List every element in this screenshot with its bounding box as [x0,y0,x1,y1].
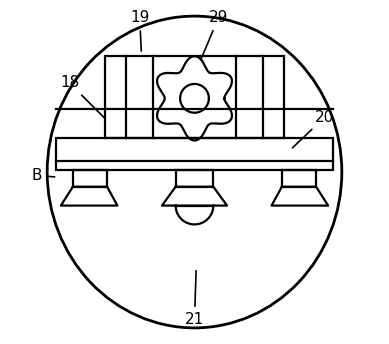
Text: 21: 21 [185,271,204,327]
Text: B: B [32,168,55,183]
Bar [176,170,213,187]
Text: 20: 20 [293,110,334,148]
Text: 19: 19 [130,10,149,51]
Text: 18: 18 [60,75,105,119]
Bar [282,170,316,187]
Bar [73,170,107,187]
Text: 29: 29 [201,10,228,60]
Bar [105,55,284,138]
Bar [56,138,333,170]
